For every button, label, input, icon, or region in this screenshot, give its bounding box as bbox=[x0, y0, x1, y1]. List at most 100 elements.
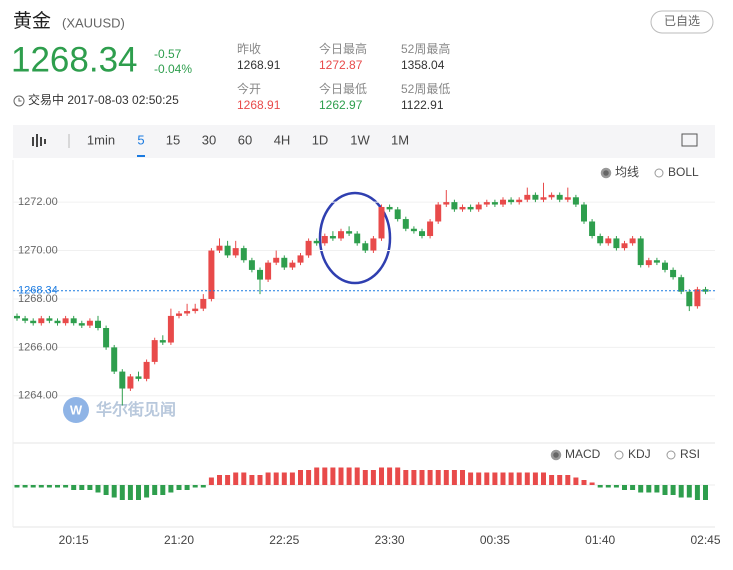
candle-body bbox=[30, 320, 37, 324]
candle-body bbox=[38, 318, 45, 324]
legend-option[interactable]: RSI bbox=[680, 447, 700, 461]
candle-body bbox=[273, 257, 280, 263]
candle-body bbox=[475, 204, 482, 210]
candle-body bbox=[305, 240, 312, 256]
macd-bar bbox=[403, 470, 409, 485]
candle-body bbox=[240, 248, 247, 261]
radio[interactable] bbox=[666, 450, 676, 460]
price-line-label: 1268.34 bbox=[18, 285, 58, 297]
candle-body bbox=[459, 206, 466, 210]
macd-bar bbox=[516, 472, 522, 485]
candle-body bbox=[354, 233, 361, 244]
macd-bar bbox=[508, 472, 514, 485]
macd-bar bbox=[411, 470, 417, 485]
legend-option[interactable]: MACD bbox=[565, 447, 601, 461]
macd-bar bbox=[622, 485, 627, 490]
radio[interactable] bbox=[550, 449, 562, 461]
macd-bar bbox=[103, 485, 109, 495]
macd-bar bbox=[346, 467, 352, 485]
chart-icon[interactable] bbox=[681, 133, 698, 147]
macd-bar bbox=[95, 485, 101, 493]
macd-bar bbox=[136, 485, 141, 500]
interval-tab[interactable]: 5 bbox=[137, 132, 144, 147]
interval-tab[interactable]: 30 bbox=[202, 132, 216, 147]
macd-bar bbox=[484, 472, 490, 485]
macd-bar bbox=[435, 470, 441, 485]
macd-bar bbox=[370, 470, 376, 485]
macd-bar bbox=[541, 472, 546, 485]
candle-icon[interactable] bbox=[32, 134, 46, 147]
interval-tab[interactable]: 4H bbox=[274, 132, 291, 147]
macd-bar bbox=[500, 472, 506, 485]
macd-bar bbox=[71, 485, 77, 490]
stat-value: 1122.91 bbox=[401, 98, 444, 112]
macd-bar bbox=[395, 467, 401, 485]
candle-body bbox=[451, 202, 458, 210]
macd-bar bbox=[646, 485, 652, 493]
macd-bar bbox=[176, 485, 182, 490]
macd-bar bbox=[605, 485, 611, 488]
radio[interactable] bbox=[614, 450, 624, 460]
interval-tab[interactable]: 60 bbox=[238, 132, 252, 147]
candle-body bbox=[200, 298, 207, 309]
macd-bar bbox=[160, 485, 166, 495]
candle-body bbox=[95, 320, 101, 329]
candle-body bbox=[111, 347, 118, 372]
candle-body bbox=[248, 260, 255, 270]
candle-body bbox=[370, 238, 377, 251]
legend-option[interactable]: KDJ bbox=[628, 447, 651, 461]
macd-bar bbox=[168, 485, 174, 493]
interval-tab[interactable]: 1M bbox=[391, 132, 409, 147]
candle-body bbox=[329, 236, 336, 239]
candle-body bbox=[540, 197, 547, 200]
macd-bar bbox=[192, 485, 198, 488]
macd-bar bbox=[387, 467, 393, 485]
macd-bar bbox=[662, 485, 668, 495]
candle-body bbox=[532, 194, 539, 200]
candle-body bbox=[613, 238, 620, 249]
watch-button[interactable] bbox=[650, 10, 714, 34]
interval-tab[interactable]: 1min bbox=[87, 132, 115, 147]
candle-body bbox=[208, 250, 215, 299]
candle-body bbox=[686, 291, 693, 307]
macd-bar bbox=[281, 472, 287, 485]
macd-bar bbox=[55, 485, 60, 488]
candle-body bbox=[70, 318, 77, 324]
legend-option[interactable]: BOLL bbox=[668, 165, 699, 179]
candle-body bbox=[281, 257, 288, 268]
stat-value: 1272.87 bbox=[319, 58, 363, 72]
candle-body bbox=[597, 236, 604, 244]
macd-bar bbox=[581, 480, 587, 485]
macd-bar bbox=[200, 485, 206, 488]
x-tick-label: 01:40 bbox=[585, 533, 615, 547]
macd-bar bbox=[306, 470, 312, 485]
macd-bar bbox=[111, 485, 117, 498]
candle-body bbox=[135, 376, 142, 379]
macd-bar bbox=[630, 485, 636, 490]
watch-button-label[interactable]: 已自选 bbox=[664, 14, 700, 28]
candle-body bbox=[313, 240, 320, 244]
stat-label: 今日最高 bbox=[319, 41, 367, 56]
candle-body bbox=[167, 315, 174, 343]
interval-tab[interactable]: 1D bbox=[312, 132, 329, 147]
watermark-logo-letter: W bbox=[70, 402, 83, 417]
candle-body bbox=[86, 320, 93, 326]
candle-body bbox=[46, 318, 53, 321]
macd-bar bbox=[379, 467, 384, 485]
legend-option[interactable]: 均线 bbox=[615, 165, 639, 179]
macd-bar bbox=[63, 485, 69, 488]
macd-bar bbox=[249, 475, 255, 485]
macd-bar bbox=[476, 472, 482, 485]
x-tick-label: 20:15 bbox=[59, 533, 89, 547]
interval-tab[interactable]: 1W bbox=[350, 132, 370, 147]
candle-body bbox=[386, 206, 393, 210]
stat-label: 今日最低 bbox=[319, 81, 367, 96]
candle-body bbox=[297, 255, 304, 263]
radio[interactable] bbox=[600, 167, 612, 179]
candle-body bbox=[103, 328, 110, 348]
macd-bar bbox=[492, 472, 498, 485]
x-tick-label: 23:30 bbox=[375, 533, 405, 547]
interval-tab[interactable]: 15 bbox=[166, 132, 180, 147]
radio[interactable] bbox=[654, 168, 664, 178]
